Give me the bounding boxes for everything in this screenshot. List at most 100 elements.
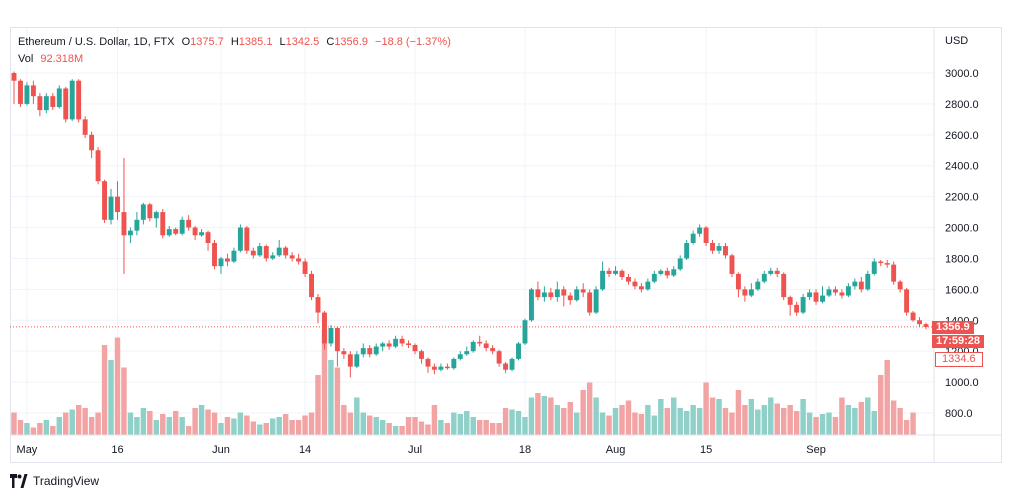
tradingview-brand[interactable]: TradingView [10,472,99,490]
candle-body [24,85,30,104]
candle-body [153,212,159,219]
price-tick-label: 1000.0 [945,377,979,389]
volume-bar [308,412,315,435]
candle-body [438,366,444,370]
volume-bar [599,412,606,435]
volume-bar [63,412,69,435]
candle-body [884,263,890,265]
volume-bar [586,382,593,435]
candle-body [755,281,761,290]
volume-bar [334,367,341,435]
candle-body [115,196,120,213]
candle-body [444,366,450,369]
volume-bar [567,402,573,435]
volume-bar [897,408,903,435]
volume-bar [321,330,328,435]
price-chart[interactable]: 3000.0 2800.0 2600.0 2400.0 2200.0 2000.0 1800… [0,0,1012,465]
candle-body [496,351,502,364]
volume-bar [11,412,17,435]
volume-bar [819,414,826,435]
candle-body [477,341,483,344]
volume-bar [489,423,496,435]
volume-bar [347,412,354,435]
candle-body [528,289,534,321]
volume-bar [677,408,683,435]
volume-legend: Vol 92.318M [18,53,83,65]
volume-bar [884,360,890,435]
candle-body [173,229,179,234]
volume-bar [134,417,140,435]
candle-body [690,233,696,243]
candle-body [852,281,858,287]
candle-body [451,358,457,369]
candle-body [800,297,806,313]
candle-body [30,85,36,97]
candle-body [554,289,560,298]
candle-body [199,232,205,236]
candle-body [134,219,140,231]
candle-body [723,246,728,256]
candle-body [807,292,813,298]
candle-body [891,264,897,282]
volume-bar [574,412,580,435]
candle-body [212,243,217,267]
candle-body [845,286,851,296]
volume-bar [871,411,877,435]
candle-body [270,255,276,259]
volume-bar [88,417,95,435]
candle-body [593,289,599,313]
volume-bar [140,408,147,435]
volume-bar [852,408,858,435]
volume-bar [548,397,554,435]
volume-bar [218,423,224,435]
volume-bar [813,417,819,435]
volume-bar [826,412,832,435]
candle-body [606,270,612,274]
volume-bar [787,405,793,435]
candle-body [878,261,884,264]
time-tick-label: 16 [111,444,123,456]
volume-bar [43,420,50,435]
volume-bar [522,417,528,435]
candle-body [457,354,463,359]
candle-body [289,255,295,259]
candle-body [367,348,373,355]
volume-bar [367,415,373,435]
volume-bar [903,420,910,435]
volume-bar [82,408,88,435]
candle-body [697,227,703,234]
candle-body [574,289,580,301]
volume-bar [910,412,916,435]
candle-body [237,227,243,251]
price-tick-label: 2200.0 [945,192,979,204]
volume-bar [865,397,871,435]
candle-body [431,366,437,370]
symbol-legend: Ethereum / U.S. Dollar, 1D, FTX O1375.7 … [18,36,451,48]
candle-body [522,320,528,344]
candle-body [69,80,75,120]
volume-bar [244,415,250,435]
volume-bar [276,417,282,435]
candle-body [541,292,547,298]
volume-bar [768,397,774,435]
volume-bar [554,405,561,435]
candle-body [632,281,638,287]
volume-bar [328,360,334,435]
candle-body [250,250,256,256]
volume-bar [709,397,716,435]
candle-body [186,219,192,228]
volume-bar [761,405,768,435]
volume-bar [470,417,476,435]
volume-value: 92.318M [40,53,84,65]
volume-bar [839,397,845,435]
volume-bar [806,412,813,435]
currency-label: USD [945,35,969,47]
volume-bar [593,397,599,435]
volume-bar [121,367,127,435]
candle-body [95,150,101,182]
chart-frame [10,27,1002,463]
candle-body [567,295,573,301]
candle-body [839,292,845,296]
current-price-tag: 1356.9 [932,321,974,334]
countdown-tag: 17:59:28 [932,335,985,348]
